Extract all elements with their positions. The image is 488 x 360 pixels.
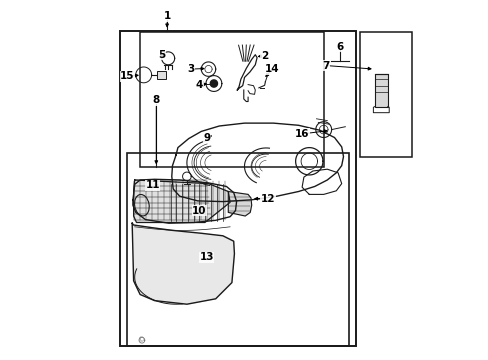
Text: 16: 16	[294, 129, 309, 139]
Text: 1: 1	[163, 11, 170, 21]
Bar	[359, 32, 411, 157]
Text: 11: 11	[145, 180, 160, 190]
Bar	[120, 31, 355, 346]
Text: 12: 12	[260, 194, 275, 204]
Text: 4: 4	[195, 80, 203, 90]
Text: ©: ©	[138, 337, 145, 343]
Text: 6: 6	[336, 42, 343, 52]
Polygon shape	[133, 180, 230, 222]
Bar	[374, 74, 387, 107]
Text: 10: 10	[192, 206, 206, 216]
Bar	[157, 71, 166, 79]
Text: 7: 7	[321, 60, 328, 71]
Text: 13: 13	[199, 252, 214, 262]
Text: 15: 15	[120, 71, 135, 81]
Text: 2: 2	[260, 51, 267, 61]
Text: 9: 9	[203, 132, 210, 143]
Polygon shape	[228, 192, 251, 216]
Polygon shape	[132, 223, 234, 304]
Bar	[140, 32, 323, 167]
Text: 3: 3	[186, 64, 194, 74]
Text: 8: 8	[152, 95, 160, 105]
Text: 5: 5	[158, 50, 165, 60]
Text: 14: 14	[264, 64, 279, 74]
Bar	[127, 153, 348, 346]
Polygon shape	[210, 80, 217, 87]
